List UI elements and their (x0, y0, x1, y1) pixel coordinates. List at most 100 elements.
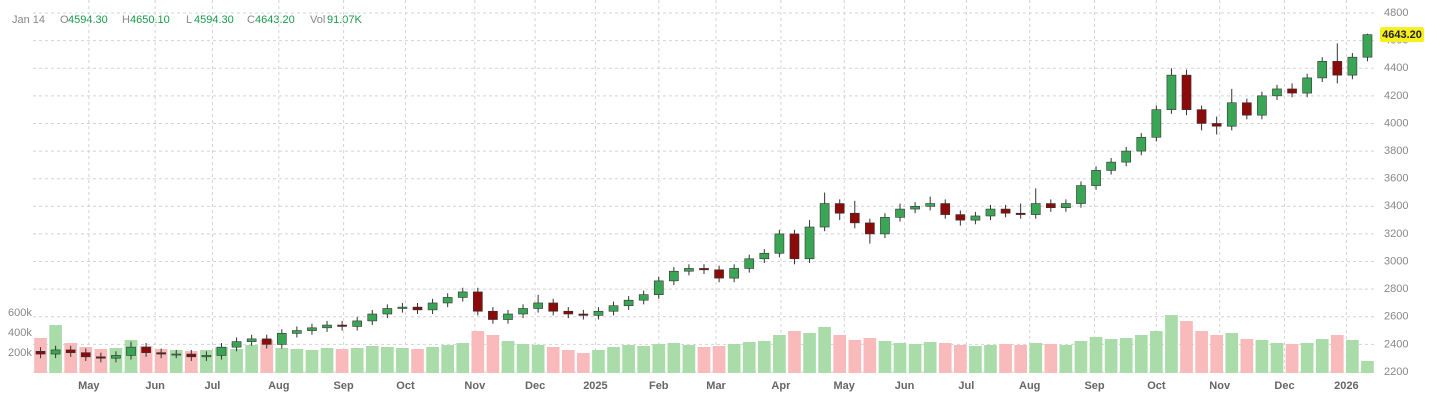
x-tick-label: Apr (771, 380, 791, 392)
header-date: Jan 14 (12, 14, 45, 26)
volume-bar (426, 347, 439, 373)
last-price-label: 4643.20 (1382, 29, 1422, 41)
last-price-tag (1380, 27, 1424, 43)
volume-bar (1330, 335, 1344, 373)
candle-body (1317, 61, 1328, 79)
x-tick-label: Aug (1019, 380, 1040, 392)
candle-body (533, 302, 543, 309)
candle-body (925, 203, 936, 207)
volume-bar (1119, 338, 1133, 373)
volume-bar (1346, 340, 1359, 373)
volume-bar (652, 344, 666, 373)
volume-bar (305, 350, 319, 373)
candle-body (880, 217, 890, 235)
volume-bar (245, 345, 258, 373)
y-tick-label: 3000 (1384, 255, 1408, 267)
candle-body (126, 346, 136, 356)
candle-body (1015, 212, 1026, 215)
volume-bar (742, 342, 756, 373)
volume-tick-label: 600k (8, 307, 32, 319)
candle-body (488, 310, 498, 320)
volume-bar (1225, 333, 1239, 373)
candle-body (1136, 136, 1147, 152)
candle-body (503, 313, 513, 320)
candle-body (970, 215, 981, 221)
y-tick-label: 4000 (1384, 117, 1408, 129)
candle-body (608, 305, 619, 312)
candle-body (638, 294, 649, 301)
y-tick-label: 3400 (1384, 200, 1408, 212)
volume-bar (622, 345, 635, 373)
candle-body (578, 313, 589, 316)
candle-body (684, 268, 694, 272)
candle-body (759, 252, 770, 260)
volume-bar (818, 327, 831, 373)
candle-body (895, 208, 905, 218)
candle-body (201, 355, 212, 358)
x-tick-label: Nov (464, 380, 486, 392)
candle-body (397, 306, 408, 309)
volume-bar (863, 338, 877, 373)
volume-bar (1180, 321, 1193, 373)
volume-bar (1059, 345, 1073, 373)
candle-body (442, 297, 453, 304)
candle-body (352, 320, 363, 327)
volume-bar (1074, 341, 1088, 373)
volume-bar (1255, 340, 1269, 373)
candle-body (111, 355, 121, 359)
candle-body (1332, 61, 1343, 76)
candle-body (955, 214, 966, 221)
candle-body (156, 352, 166, 355)
candle-body (1166, 74, 1177, 110)
candle-body (50, 349, 61, 355)
x-tick-label: Aug (268, 380, 289, 392)
volume-bar (1089, 337, 1103, 373)
x-tick-label: Jun (895, 380, 915, 392)
x-tick-label: Dec (1274, 380, 1294, 392)
volume-bar (154, 349, 168, 373)
volume-bar (1044, 344, 1058, 373)
volume-bar (1300, 343, 1314, 373)
candle-body (382, 308, 393, 315)
volume-bar (757, 341, 771, 373)
candle-body (472, 291, 483, 312)
candle-body (427, 302, 438, 311)
candle-body (563, 310, 574, 315)
volume-bar (1315, 339, 1329, 373)
candle-body (1242, 102, 1252, 116)
candle-body (865, 222, 875, 235)
candle-body (1045, 203, 1056, 208)
volume-bar (1195, 331, 1208, 373)
volume-tick-label: 400k (8, 327, 32, 339)
y-tick-label: 2800 (1384, 283, 1408, 295)
candle-body (1061, 203, 1071, 208)
candle-body (1272, 88, 1282, 97)
candle-body (669, 270, 679, 282)
candle-body (412, 306, 423, 311)
candle-body (1106, 161, 1116, 171)
candle-body (261, 338, 272, 345)
candle-body (1091, 170, 1101, 186)
volume-bar (381, 347, 394, 373)
candle-body (141, 346, 151, 353)
volume-bar (773, 335, 786, 373)
candle-body (1196, 109, 1207, 124)
volume-bar (486, 335, 500, 373)
volume-bar (1270, 343, 1284, 373)
header-label: Vol (310, 14, 325, 26)
volume-bar (923, 342, 937, 373)
y-tick-label: 2400 (1384, 338, 1408, 350)
candle-body (1287, 88, 1297, 94)
candle-body (985, 208, 996, 217)
volume-bar (878, 341, 892, 373)
volume-bar (712, 346, 726, 373)
y-tick-label: 2600 (1384, 311, 1408, 323)
candle-body (246, 338, 257, 342)
volume-bar (471, 331, 485, 373)
header-label: O (60, 14, 69, 26)
volume-bar (969, 346, 982, 373)
candle-body (367, 313, 378, 322)
candle-body (322, 324, 332, 329)
candle-body (1030, 203, 1041, 215)
